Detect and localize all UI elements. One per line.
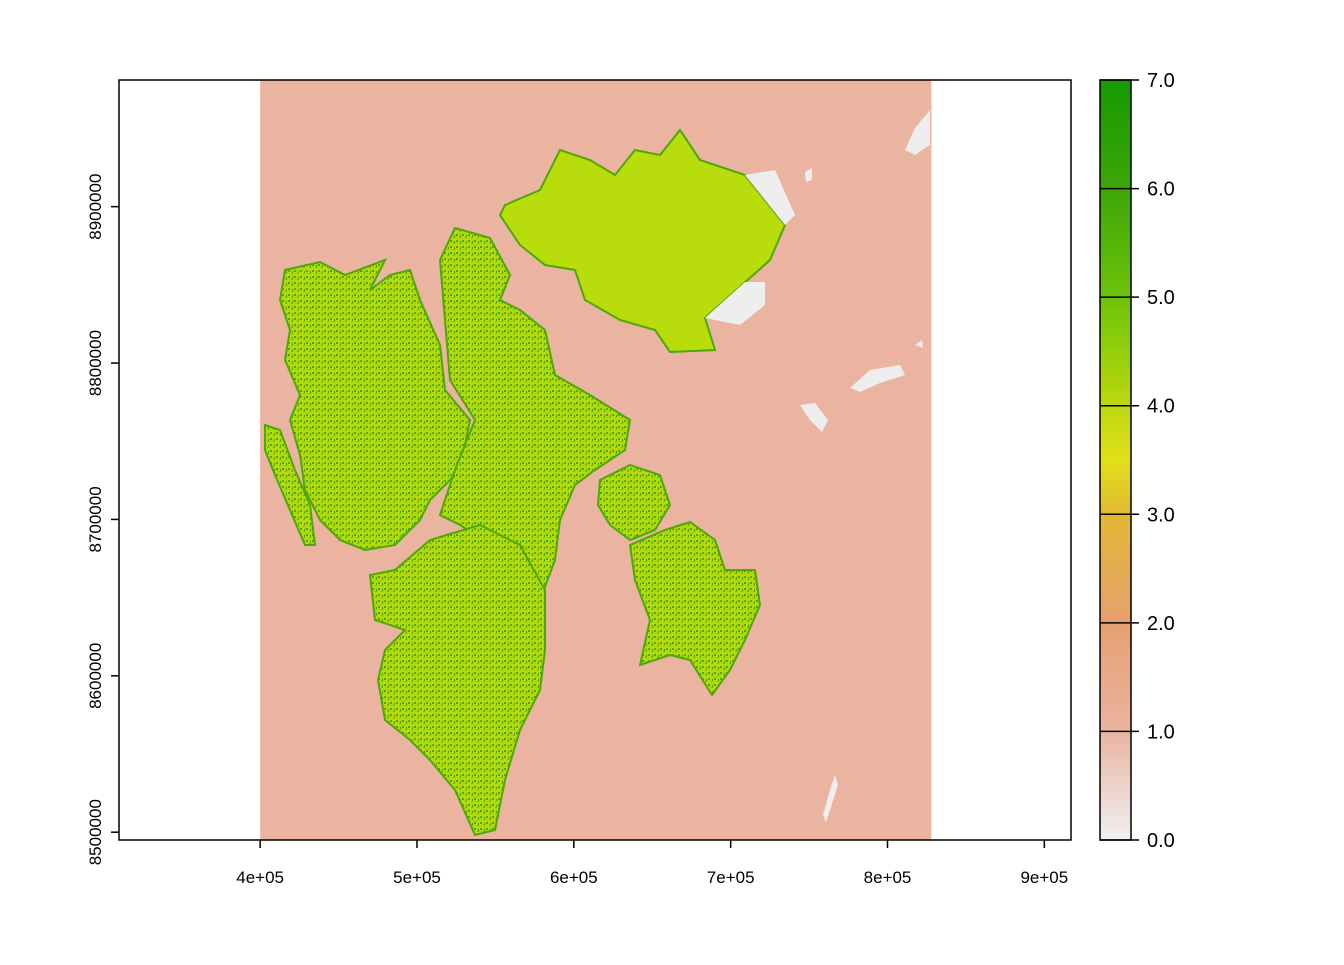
x-tick-label-0: 4e+05	[236, 868, 284, 887]
y-tick-label-2: 8700000	[86, 486, 105, 552]
ice-patch-small-east	[915, 340, 923, 348]
y-tick-label-0: 8500000	[86, 799, 105, 865]
y-tick-label-3: 8800000	[86, 330, 105, 396]
x-tick-label-3: 7e+05	[707, 868, 755, 887]
legend-tick-label-0: 0.0	[1147, 830, 1175, 852]
legend-tick-label-6: 6.0	[1147, 179, 1175, 201]
ice-patch-kvitoya	[905, 110, 930, 155]
ice-patch-kong-karls-land	[850, 365, 905, 392]
y-axis: 8500000 8600000 8700000 8800000 8900000	[86, 174, 119, 865]
x-tick-label-1: 5e+05	[393, 868, 441, 887]
legend-tick-label-5: 5.0	[1147, 287, 1175, 309]
land-barentsoya	[596, 463, 672, 542]
legend: 0.0 1.0 2.0 3.0 4.0 5.0 6.0 7.0	[1099, 70, 1175, 852]
ice-patch-small-north	[805, 168, 812, 182]
land-northwest-spitsbergen	[278, 258, 472, 552]
land-edgeoya	[628, 520, 762, 697]
x-tick-label-4: 8e+05	[864, 868, 912, 887]
legend-tick-label-7: 7.0	[1147, 70, 1175, 92]
legend-ticks: 0.0 1.0 2.0 3.0 4.0 5.0 6.0 7.0	[1100, 70, 1175, 852]
legend-tick-label-4: 4.0	[1147, 396, 1175, 418]
land-nordaustlandet	[498, 128, 787, 354]
legend-tick-label-2: 2.0	[1147, 613, 1175, 635]
x-axis: 4e+05 5e+05 6e+05 7e+05 8e+05 9e+05	[236, 840, 1068, 887]
land-forland	[264, 423, 317, 546]
ice-patch-east	[705, 282, 765, 325]
legend-tick-label-1: 1.0	[1147, 721, 1175, 743]
y-tick-label-1: 8600000	[86, 643, 105, 709]
land-south-spitsbergen	[368, 523, 546, 837]
ice-patch-hopen	[823, 775, 838, 822]
land-central-spitsbergen	[438, 226, 632, 602]
legend-color-bar	[1099, 79, 1132, 841]
plot-frame	[118, 79, 1072, 841]
legend-tick-label-3: 3.0	[1147, 504, 1175, 526]
x-tick-label-2: 6e+05	[550, 868, 598, 887]
x-tick-label-5: 9e+05	[1020, 868, 1068, 887]
land-areas	[264, 110, 930, 837]
ice-patch-northeast	[745, 170, 795, 225]
y-tick-label-4: 8900000	[86, 174, 105, 240]
ice-patch-island	[800, 403, 828, 432]
